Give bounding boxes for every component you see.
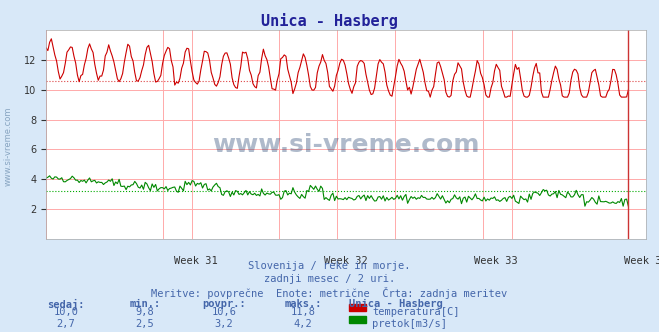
Text: pretok[m3/s]: pretok[m3/s] [372,319,447,329]
Text: sedaj:: sedaj: [47,299,84,310]
Text: 4,2: 4,2 [294,319,312,329]
Text: www.si-vreme.com: www.si-vreme.com [212,133,480,157]
Text: 9,8: 9,8 [136,307,154,317]
Text: temperatura[C]: temperatura[C] [372,307,460,317]
Text: 10,0: 10,0 [53,307,78,317]
Text: Unica - Hasberg: Unica - Hasberg [349,299,443,309]
Text: min.:: min.: [129,299,161,309]
Text: maks.:: maks.: [285,299,322,309]
Text: 2,7: 2,7 [57,319,75,329]
Text: zadnji mesec / 2 uri.: zadnji mesec / 2 uri. [264,274,395,284]
Text: Week 34: Week 34 [624,256,659,266]
Text: povpr.:: povpr.: [202,299,246,309]
Text: Slovenija / reke in morje.: Slovenija / reke in morje. [248,261,411,271]
Text: Week 32: Week 32 [324,256,368,266]
Text: 3,2: 3,2 [215,319,233,329]
Text: Week 33: Week 33 [474,256,518,266]
Text: www.si-vreme.com: www.si-vreme.com [3,106,13,186]
Text: 11,8: 11,8 [291,307,316,317]
Text: 2,5: 2,5 [136,319,154,329]
Text: Unica - Hasberg: Unica - Hasberg [261,13,398,29]
Text: Meritve: povprečne  Enote: metrične  Črta: zadnja meritev: Meritve: povprečne Enote: metrične Črta:… [152,287,507,299]
Text: Week 31: Week 31 [174,256,218,266]
Text: 10,6: 10,6 [212,307,237,317]
